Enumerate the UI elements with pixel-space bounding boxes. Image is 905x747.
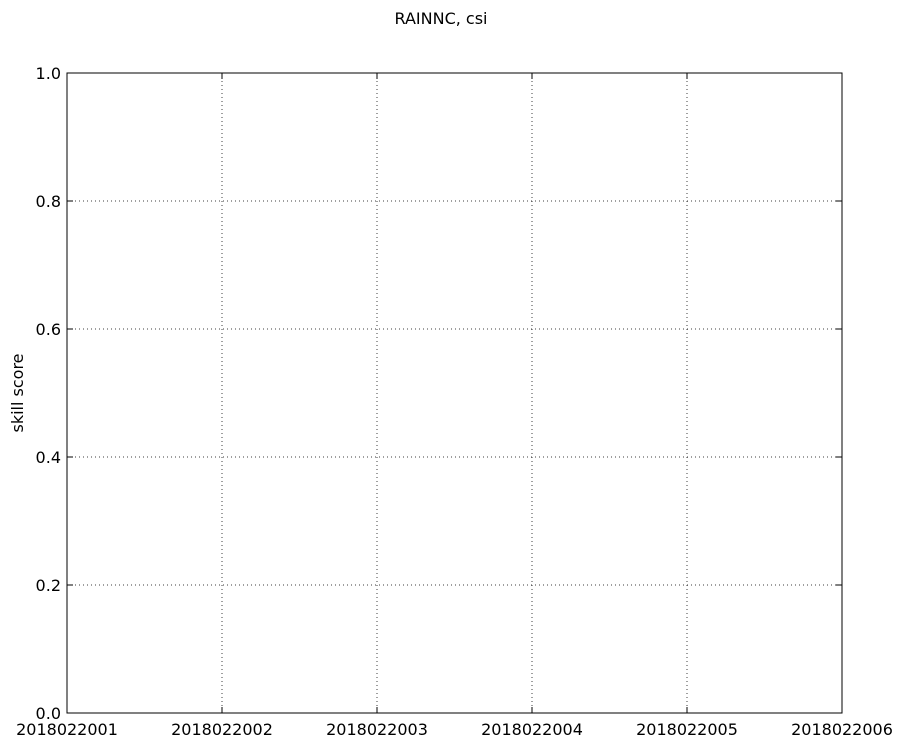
x-axis: 2018022001 2018022002 2018022003 2018022004…	[16, 73, 893, 739]
chart-title: RAINNC, csi	[395, 9, 488, 28]
plot-area	[66, 72, 843, 714]
x-tick-label: 2018022006	[791, 720, 893, 739]
x-tick-label: 2018022002	[171, 720, 273, 739]
y-tick-label: 0.4	[36, 448, 61, 467]
y-tick-label: 1.0	[36, 64, 61, 83]
y-tick-label: 0.0	[36, 704, 61, 723]
y-axis-label: skill score	[8, 353, 27, 432]
y-tick-label: 0.6	[36, 320, 61, 339]
x-tick-label: 2018022005	[636, 720, 738, 739]
y-tick-label: 0.8	[36, 192, 61, 211]
y-tick-label: 0.2	[36, 576, 61, 595]
y-axis: 0.0 0.2 0.4 0.6 0.8 1.0	[36, 64, 842, 723]
x-tick-label: 2018022001	[16, 720, 118, 739]
x-tick-label: 2018022004	[481, 720, 583, 739]
gridlines	[67, 73, 842, 713]
x-tick-label: 2018022003	[326, 720, 428, 739]
